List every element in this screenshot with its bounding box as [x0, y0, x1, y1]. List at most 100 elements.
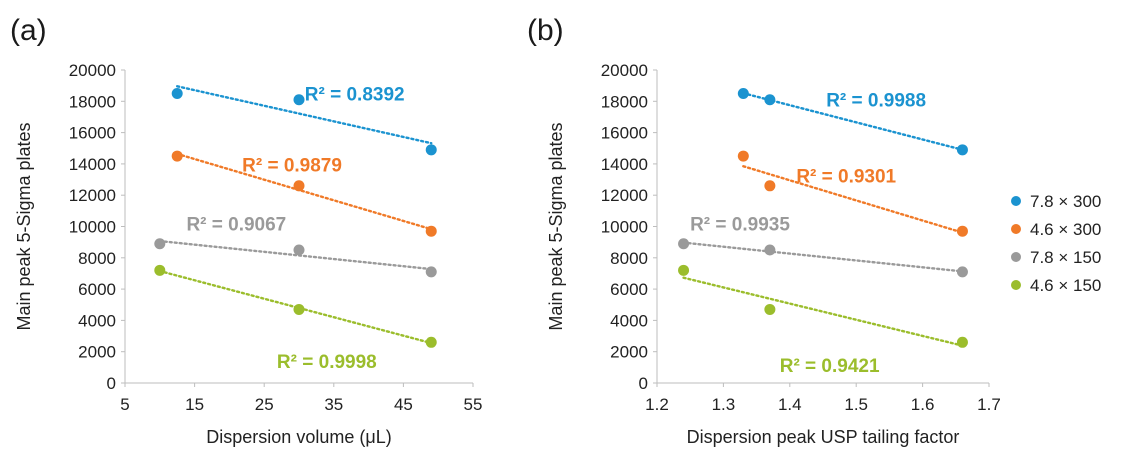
series-4-6-300: R² = 0.9879 — [171, 150, 437, 237]
data-point — [425, 266, 437, 278]
data-point — [154, 238, 166, 250]
data-point — [171, 150, 183, 162]
data-point — [293, 180, 305, 192]
y-tick-label: 20000 — [69, 61, 116, 80]
r2-label: R² = 0.9988 — [826, 91, 926, 112]
panel-label: (b) — [527, 14, 564, 47]
data-point — [737, 87, 749, 99]
x-tick-label: 35 — [324, 395, 343, 414]
x-tick-label: 15 — [185, 395, 204, 414]
legend-marker — [1011, 224, 1021, 234]
y-tick-label: 10000 — [69, 218, 116, 237]
x-tick-label: 1.4 — [778, 395, 802, 414]
series-7-8-150: R² = 0.9935 — [678, 214, 968, 278]
r2-label: R² = 0.8392 — [305, 84, 405, 105]
x-tick-label: 5 — [120, 395, 129, 414]
trendline — [682, 276, 964, 347]
x-tick-label: 55 — [464, 395, 483, 414]
data-point — [293, 303, 305, 315]
x-tick-label: 1.2 — [645, 395, 669, 414]
data-point — [678, 238, 690, 250]
x-axis-title: Dispersion peak USP tailing factor — [687, 427, 960, 447]
y-tick-label: 12000 — [601, 186, 648, 205]
x-tick-label: 1.3 — [712, 395, 736, 414]
trendline — [158, 239, 433, 271]
x-tick-label: 45 — [394, 395, 413, 414]
trendline — [175, 85, 433, 145]
x-tick-label: 1.5 — [844, 395, 868, 414]
panel-label: (a) — [10, 14, 47, 47]
data-point — [764, 94, 776, 106]
data-point — [956, 225, 968, 237]
legend-label: 4.6 × 150 — [1030, 276, 1101, 295]
y-tick-label: 4000 — [78, 311, 116, 330]
y-tick-label: 2000 — [610, 343, 648, 362]
y-tick-label: 20000 — [601, 61, 648, 80]
legend-label: 4.6 × 300 — [1030, 220, 1101, 239]
r2-label: R² = 0.9067 — [186, 214, 286, 235]
y-tick-label: 0 — [639, 374, 648, 393]
x-tick-label: 1.7 — [977, 395, 1001, 414]
y-tick-label: 2000 — [78, 343, 116, 362]
x-axis-title: Dispersion volume (μL) — [206, 427, 391, 447]
y-axis-title: Main peak 5-Sigma plates — [546, 122, 566, 330]
data-point — [956, 266, 968, 278]
y-tick-label: 14000 — [601, 155, 648, 174]
data-point — [171, 87, 183, 99]
chart-panel-1: (b) 0 2000 4000 6000 8000 10000 12000 14000 16000… — [527, 14, 1001, 447]
data-point — [293, 94, 305, 106]
y-tick-label: 8000 — [610, 249, 648, 268]
data-point — [956, 336, 968, 348]
series-4-6-300: R² = 0.9301 — [737, 150, 968, 237]
legend-entry-7-8-300: 7.8 × 300 — [1011, 192, 1101, 211]
y-tick-label: 10000 — [601, 218, 648, 237]
y-axis-title: Main peak 5-Sigma plates — [14, 122, 34, 330]
r2-label: R² = 0.9301 — [796, 167, 896, 188]
data-point — [293, 244, 305, 256]
legend-entry-4-6-150: 4.6 × 150 — [1011, 276, 1101, 295]
y-tick-label: 0 — [107, 374, 116, 393]
y-tick-label: 8000 — [78, 249, 116, 268]
legend-marker — [1011, 196, 1021, 206]
data-point — [737, 150, 749, 162]
legend-label: 7.8 × 300 — [1030, 192, 1101, 211]
data-point — [678, 264, 690, 276]
y-tick-label: 16000 — [69, 124, 116, 143]
data-point — [425, 225, 437, 237]
x-tick-label: 1.6 — [911, 395, 935, 414]
data-point — [425, 336, 437, 348]
legend: 7.8 × 300 4.6 × 300 7.8 × 150 4.6 × 150 — [1011, 192, 1101, 295]
y-tick-label: 18000 — [69, 92, 116, 111]
y-tick-label: 12000 — [69, 186, 116, 205]
y-tick-label: 16000 — [601, 124, 648, 143]
series-4-6-150: R² = 0.9998 — [154, 264, 437, 373]
legend-marker — [1011, 252, 1021, 262]
trendline — [175, 152, 433, 231]
legend-marker — [1011, 280, 1021, 290]
data-point — [154, 264, 166, 276]
legend-entry-7-8-150: 7.8 × 150 — [1011, 248, 1101, 267]
x-tick-label: 25 — [255, 395, 274, 414]
y-tick-label: 18000 — [601, 92, 648, 111]
trendline — [742, 165, 964, 234]
series-7-8-300: R² = 0.9988 — [737, 87, 968, 156]
r2-label: R² = 0.9879 — [242, 156, 342, 177]
r2-label: R² = 0.9421 — [780, 356, 880, 377]
series-7-8-300: R² = 0.8392 — [171, 84, 437, 156]
trendline — [742, 91, 964, 151]
data-point — [764, 244, 776, 256]
trendline — [682, 241, 964, 273]
y-tick-label: 6000 — [610, 280, 648, 299]
chart-panel-0: (a) 0 2000 4000 6000 8000 10000 12000 14000 16000… — [10, 14, 482, 447]
y-tick-label: 14000 — [69, 155, 116, 174]
data-point — [425, 144, 437, 156]
data-point — [764, 180, 776, 192]
y-tick-label: 6000 — [78, 280, 116, 299]
data-point — [956, 144, 968, 156]
r2-label: R² = 0.9998 — [277, 352, 377, 373]
y-tick-label: 4000 — [610, 311, 648, 330]
legend-entry-4-6-300: 4.6 × 300 — [1011, 220, 1101, 239]
legend-label: 7.8 × 150 — [1030, 248, 1101, 267]
series-4-6-150: R² = 0.9421 — [678, 264, 968, 377]
